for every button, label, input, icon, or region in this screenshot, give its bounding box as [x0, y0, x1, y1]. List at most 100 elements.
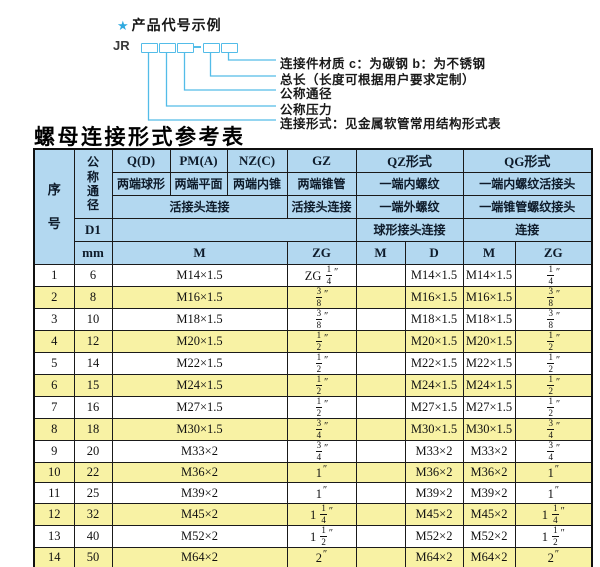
product-code-diagram: ★ 产品代号示例 JR 连接件材质 c：为碳钢 b：为不锈钢 总长（长度可根据用户… [0, 0, 600, 133]
table-cell: M27×1.5 [111, 395, 288, 419]
header-q-desc: 两端球形 [111, 171, 171, 196]
table-cell: M24×1.5 [404, 373, 464, 397]
table-cell: M22×1.5 [462, 351, 516, 375]
table-row: 6 15 M24×1.5 1 2 ″ M24×1.5 M24×1.5 1 2 ″ [33, 373, 593, 397]
header-pm: PM(A) [169, 148, 228, 173]
table-cell: 6 [33, 373, 75, 397]
table-cell: 25 [73, 482, 113, 504]
table-cell [355, 263, 406, 287]
diagram-title-text: 产品代号示例 [131, 17, 222, 33]
table-cell: 1 2 ″ [286, 395, 357, 419]
table-cell: M39×2 [404, 482, 464, 504]
header-pm-desc: 两端平面 [169, 171, 228, 196]
table-cell: M14×1.5 [111, 263, 288, 287]
table-cell: 10 [73, 307, 113, 331]
header-qg-m: M [462, 240, 516, 265]
table-cell: 3 4 ″ [514, 439, 593, 463]
table-cell: 3 8 ″ [514, 307, 593, 331]
table-cell: 1″ [286, 482, 357, 504]
table-cell: M36×2 [404, 461, 464, 484]
table-cell: M24×1.5 [462, 373, 516, 397]
table-cell: M22×1.5 [404, 351, 464, 375]
table-cell: M14×1.5 [404, 263, 464, 287]
table-cell: M39×2 [111, 482, 288, 504]
header-mm: mm [73, 240, 113, 265]
table-row: 3 10 M18×1.5 3 8 ″ M18×1.5 M18×1.5 3 8 ″ [33, 307, 593, 331]
header-nz: NZ(C) [226, 148, 288, 173]
table-cell: 3 8 ″ [286, 285, 357, 309]
table-cell: M33×2 [462, 439, 516, 463]
table-row: 13 40 M52×2 1 1 2 ″ M52×2 M52×2 1 1 2 ″ [33, 524, 593, 548]
header-qg-zg: ZG [514, 240, 593, 265]
table-cell: M39×2 [462, 482, 516, 504]
table-cell: 12 [33, 502, 75, 526]
code-box-5 [221, 43, 238, 53]
table-cell: 18 [73, 417, 113, 441]
header-gz: GZ [286, 148, 357, 173]
table-cell: M45×2 [462, 502, 516, 526]
label-nominal-pressure: 公称压力 [280, 103, 333, 117]
code-box-4 [203, 43, 220, 53]
table-cell [355, 373, 406, 397]
header-qz-connection: 球形接头连接 [355, 217, 464, 242]
header-gz-connection: 活接头连接 [286, 194, 357, 219]
table-cell: 1″ [286, 461, 357, 484]
table-cell: M27×1.5 [462, 395, 516, 419]
header-nominal-diameter: 公称通径 [73, 148, 113, 219]
table-row: 9 20 M33×2 3 4 ″ M33×2 M33×2 3 4 ″ [33, 439, 593, 463]
label-connection-form: 连接形式：见金属软管常用结构形式表 [280, 117, 502, 131]
table-cell: M45×2 [404, 502, 464, 526]
table-row: 4 12 M20×1.5 1 2 ″ M20×1.5 M20×1.5 1 2 ″ [33, 329, 593, 353]
table-cell: 10 [33, 461, 75, 484]
table-cell: 1″ [514, 482, 593, 504]
table-cell: M64×2 [462, 546, 516, 567]
table-row: 5 14 M22×1.5 1 2 ″ M22×1.5 M22×1.5 1 2 ″ [33, 351, 593, 375]
table-cell: M30×1.5 [462, 417, 516, 441]
table-cell: M16×1.5 [462, 285, 516, 309]
table-cell: 7 [33, 395, 75, 419]
label-total-length: 总长（长度可根据用户要求定制） [280, 73, 476, 87]
table-cell: M52×2 [111, 524, 288, 548]
table-cell: 5 [33, 351, 75, 375]
table-row: 12 32 M45×2 1 1 4 ″ M45×2 M45×2 1 1 4 ″ [33, 502, 593, 526]
table-cell: 2″ [514, 546, 593, 567]
table-header: 序号 公称通径 Q(D) PM(A) NZ(C) GZ QZ形式 QG形式 两端… [33, 148, 593, 265]
header-q: Q(D) [111, 148, 171, 173]
table-cell: 2″ [286, 546, 357, 567]
table-cell [355, 395, 406, 419]
table-cell: M16×1.5 [111, 285, 288, 309]
table-cell: 1 2 ″ [286, 329, 357, 353]
table-cell: 1 2 ″ [286, 351, 357, 375]
table-row: 8 18 M30×1.5 3 4 ″ M30×1.5 M30×1.5 3 4 ″ [33, 417, 593, 441]
table-title: 螺母连接形式参考表 [34, 125, 246, 149]
table-cell [355, 329, 406, 353]
table-row: 1 6 M14×1.5 ZG 1 4 ″ M14×1.5 M14×1.5 1 4 ″ [33, 263, 593, 287]
table-row: 7 16 M27×1.5 1 2 ″ M27×1.5 M27×1.5 1 2 ″ [33, 395, 593, 419]
table-cell: M45×2 [111, 502, 288, 526]
table-cell [355, 524, 406, 548]
table-row: 11 25 M39×2 1″ M39×2 M39×2 1″ [33, 482, 593, 504]
header-qz-form: QZ形式 [355, 148, 464, 173]
table-cell: 2 [33, 285, 75, 309]
table-cell [355, 461, 406, 484]
table-cell [355, 439, 406, 463]
table-row: 10 22 M36×2 1″ M36×2 M36×2 1″ [33, 461, 593, 484]
table-cell: 3 [33, 307, 75, 331]
table-cell [355, 417, 406, 441]
table-cell: 1 [33, 263, 75, 287]
header-qz-desc1: 一端内螺纹 [355, 171, 464, 196]
table-cell: 1 2 ″ [514, 395, 593, 419]
table-cell: 1 2 ″ [514, 329, 593, 353]
connector-lines [147, 52, 276, 121]
table-cell: M14×1.5 [462, 263, 516, 287]
header-d1: D1 [73, 217, 113, 242]
header-seq: 序号 [33, 148, 75, 265]
table-cell: M18×1.5 [404, 307, 464, 331]
table-cell: 14 [33, 546, 75, 567]
table-cell: 8 [73, 285, 113, 309]
table-cell: M18×1.5 [462, 307, 516, 331]
table-cell: 1 1 2 ″ [286, 524, 357, 548]
code-prefix: JR [113, 38, 130, 53]
code-box-2 [159, 43, 176, 53]
header-qg-connection: 连接 [462, 217, 593, 242]
